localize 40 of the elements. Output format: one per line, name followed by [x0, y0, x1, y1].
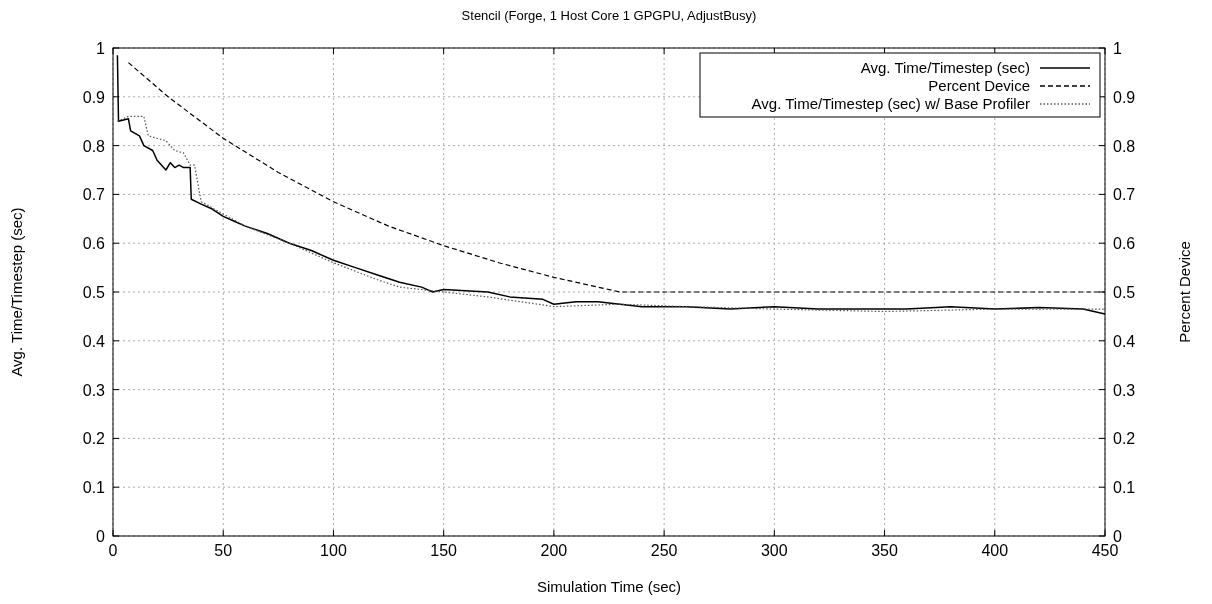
x-tick-label: 400 — [981, 542, 1009, 559]
x-tick-label: 250 — [650, 542, 678, 559]
y-tick-label: 0.4 — [82, 332, 106, 350]
y-tick-label: 0.6 — [82, 235, 106, 253]
x-tick-label: 0 — [108, 542, 118, 559]
chart-title: Stencil (Forge, 1 Host Core 1 GPGPU, AdjustBusy) — [461, 8, 757, 23]
y2-tick-label: 0.4 — [1113, 332, 1136, 350]
y2-tick-label: 0 — [1113, 528, 1122, 545]
x-tick-label: 450 — [1091, 542, 1119, 559]
y-tick-label: 0.8 — [82, 137, 106, 155]
x-tick-label: 150 — [430, 542, 458, 559]
x-tick-label: 50 — [214, 542, 233, 559]
y-tick-label: 0.2 — [82, 430, 106, 448]
x-tick-label: 100 — [320, 542, 347, 559]
y2-tick-label: 0.3 — [1113, 381, 1136, 399]
y2-tick-label: 0.1 — [1113, 479, 1136, 497]
y2-tick-label: 1 — [1113, 40, 1122, 57]
y2-axis-title: Percent Device — [1176, 241, 1193, 343]
x-axis-title: Simulation Time (sec) — [536, 578, 682, 595]
y-tick-label: 0.9 — [82, 88, 106, 106]
y-axis-title: Avg. Time/Timestep (sec) — [8, 207, 25, 377]
y2-tick-label: 0.2 — [1113, 430, 1136, 448]
x-tick-label: 300 — [760, 542, 788, 559]
legend-label: Percent Device — [928, 77, 1030, 94]
y-tick-label: 1 — [96, 40, 106, 57]
y2-tick-label: 0.9 — [1113, 88, 1136, 106]
y-tick-label: 0.3 — [82, 381, 106, 399]
legend-label: Avg. Time/Timestep (sec) w/ Base Profiler — [751, 95, 1030, 112]
y2-tick-label: 0.7 — [1113, 186, 1136, 204]
y-tick-label: 0.5 — [82, 284, 106, 301]
line-series — [116, 115, 1106, 313]
legend-label: Avg. Time/Timestep (sec) — [860, 59, 1030, 76]
y2-tick-label: 0.8 — [1113, 137, 1136, 155]
x-tick-label: 350 — [871, 542, 898, 559]
y-tick-label: 0.7 — [82, 186, 106, 204]
y-tick-label: 0 — [96, 528, 106, 545]
y2-tick-label: 0.5 — [1113, 284, 1136, 301]
x-tick-label: 200 — [540, 542, 568, 559]
y2-tick-label: 0.6 — [1113, 235, 1136, 253]
y-tick-label: 0.1 — [82, 479, 106, 497]
